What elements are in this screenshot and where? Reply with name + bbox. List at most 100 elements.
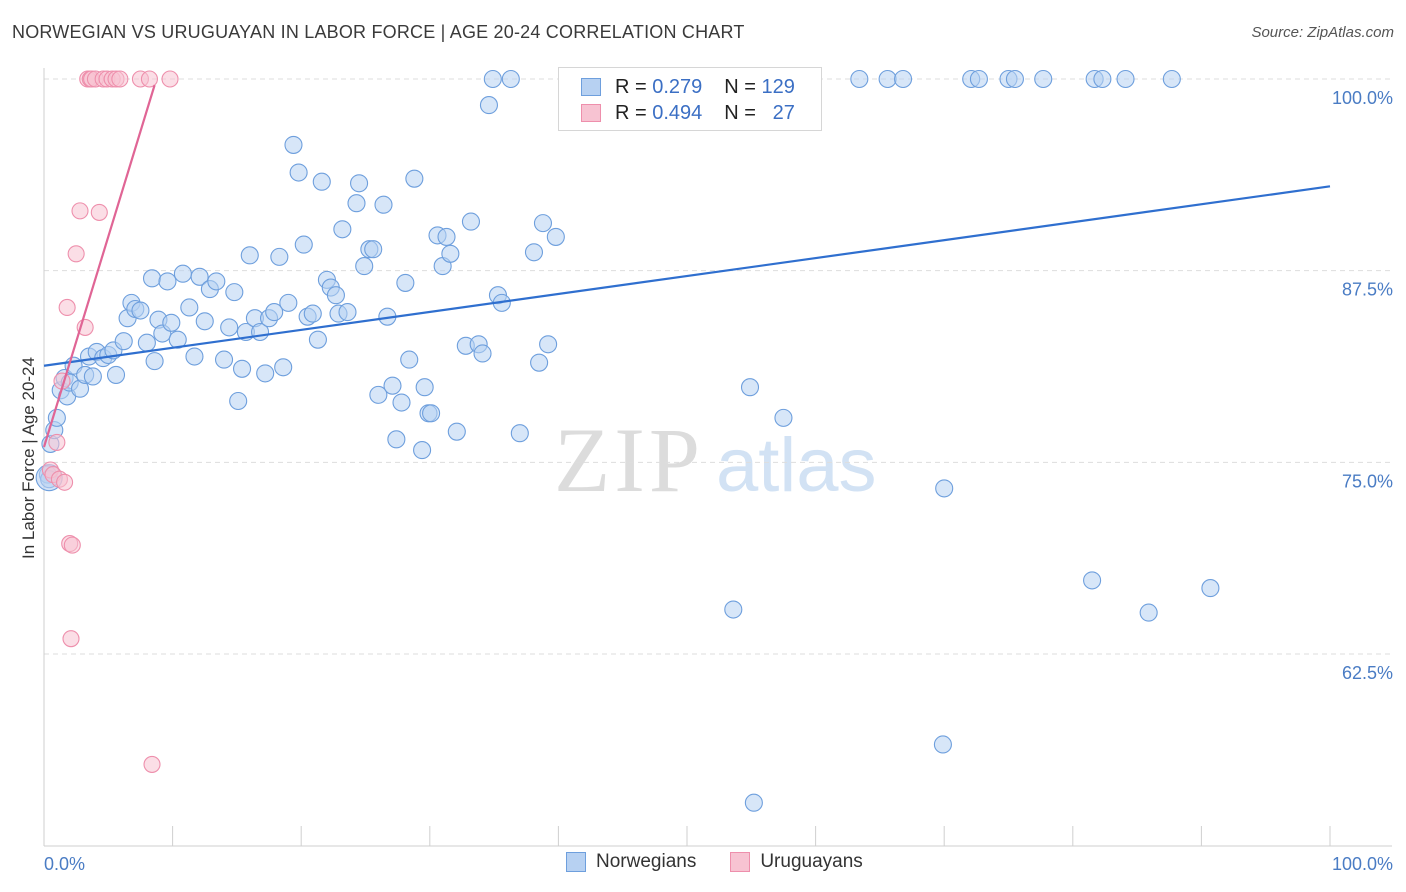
norwegian-point [162, 313, 181, 332]
uruguayan-point [56, 473, 74, 491]
uruguayan-point [140, 70, 159, 88]
norwegian-point [284, 135, 303, 154]
norwegian-point [387, 430, 406, 449]
norwegian-point [405, 169, 424, 188]
norwegian-point [461, 212, 481, 231]
norwegian-point [473, 344, 492, 363]
norwegian-point [256, 364, 275, 383]
norwegian-point [195, 312, 214, 331]
r-label: R = [615, 101, 647, 124]
norwegian-point [893, 69, 913, 89]
norwegian-point [437, 227, 456, 246]
y-tick-label: 75.0% [1342, 471, 1393, 491]
norwegian-point [374, 195, 393, 214]
norwegian-point [350, 174, 369, 193]
norwegian-point [1034, 69, 1053, 89]
norwegian-point [270, 247, 289, 266]
norwegian-point [180, 298, 199, 317]
uruguayan-point [161, 70, 179, 88]
y-tick-label: 62.5% [1342, 663, 1393, 683]
legend-label: Uruguayans [760, 851, 863, 872]
norwegian-point [137, 333, 156, 352]
norwegian-point [333, 220, 352, 239]
uruguayan-point [143, 755, 161, 773]
norwegian-point [774, 408, 793, 427]
r-value: 0.494 [652, 101, 703, 124]
norwegian-point [229, 391, 248, 411]
norwegian-point [279, 293, 298, 312]
y-tick-label: 87.5% [1342, 280, 1393, 300]
norwegian-point [225, 283, 244, 302]
y-axis-title: In Labor Force | Age 20-24 [19, 357, 38, 559]
norwegian-point [501, 69, 520, 89]
watermark: ZIP atlas [554, 409, 877, 511]
norwegian-point [83, 367, 102, 386]
norwegians-trend-line [43, 185, 1331, 367]
norwegian-point [935, 479, 954, 498]
norwegian-point [303, 304, 322, 323]
stats-legend: R = 0.279 N = 129 R = 0.494 N = 27 [558, 67, 822, 131]
uruguayan-point [90, 203, 108, 221]
norwegian-point [422, 404, 441, 423]
legend-item-norwegians[interactable]: Norwegians [566, 851, 696, 873]
uruguayans-trend-line [42, 84, 156, 448]
norwegian-point [1083, 571, 1102, 590]
norwegian-point [441, 244, 460, 263]
axes [43, 68, 1392, 847]
norwegian-point [207, 272, 226, 291]
x-tick-label: 100.0% [1332, 854, 1393, 874]
r-label: R = [615, 75, 647, 98]
norwegians-swatch [581, 78, 601, 96]
norwegian-point [173, 264, 192, 283]
norwegian-point [1093, 69, 1112, 89]
norwegian-point [1201, 579, 1220, 598]
uruguayan-point [48, 433, 66, 451]
norwegian-point [530, 353, 549, 372]
uruguayan-point [67, 245, 85, 263]
norwegian-point [383, 376, 402, 395]
uruguayans-legend-swatch [730, 852, 751, 872]
axis-labels: 100.0% 87.5% 75.0% 62.5% 0.0% 100.0% In Labor … [19, 88, 1393, 874]
legend-row-norwegians: R = 0.279 N = 129 [581, 74, 795, 100]
uruguayans-points [41, 70, 179, 773]
norwegian-point [850, 69, 869, 89]
norwegian-point [355, 257, 374, 276]
norwegian-point [744, 793, 763, 812]
uruguayan-point [63, 536, 81, 554]
n-label: N = [724, 101, 756, 124]
norwegian-point [220, 318, 239, 337]
norwegian-point [546, 227, 565, 246]
norwegian-point [524, 243, 544, 262]
norwegian-point [539, 335, 558, 354]
norwegian-point [878, 69, 897, 89]
chart-title: NORWEGIAN VS URUGUAYAN IN LABOR FORCE | … [12, 22, 745, 42]
norwegian-point [969, 69, 988, 89]
norwegian-point [294, 235, 313, 254]
norwegian-point [274, 358, 293, 377]
norwegian-point [158, 272, 177, 291]
uruguayan-point [71, 202, 89, 220]
norwegian-point [289, 163, 308, 182]
norwegian-point [1005, 69, 1024, 89]
watermark-atlas: atlas [716, 423, 877, 508]
norwegian-point [724, 600, 743, 619]
uruguayan-point [62, 630, 80, 648]
norwegian-point [415, 378, 434, 397]
uruguayans-swatch [581, 104, 601, 122]
norwegian-point [392, 393, 411, 412]
trend-lines [42, 84, 1331, 448]
norwegian-point [510, 424, 529, 443]
norwegian-point [1162, 69, 1181, 89]
norwegian-point [1116, 69, 1135, 89]
series-legend: Norwegians Uruguayans [566, 851, 897, 873]
uruguayan-point [111, 70, 129, 88]
norwegian-point [369, 385, 388, 404]
norwegian-point [265, 303, 284, 322]
norwegian-point [312, 172, 331, 191]
norwegian-point [396, 273, 415, 292]
norwegian-point [933, 735, 952, 754]
norwegian-point [740, 378, 760, 397]
legend-item-uruguayans[interactable]: Uruguayans [730, 851, 863, 873]
norwegian-point [190, 267, 209, 286]
